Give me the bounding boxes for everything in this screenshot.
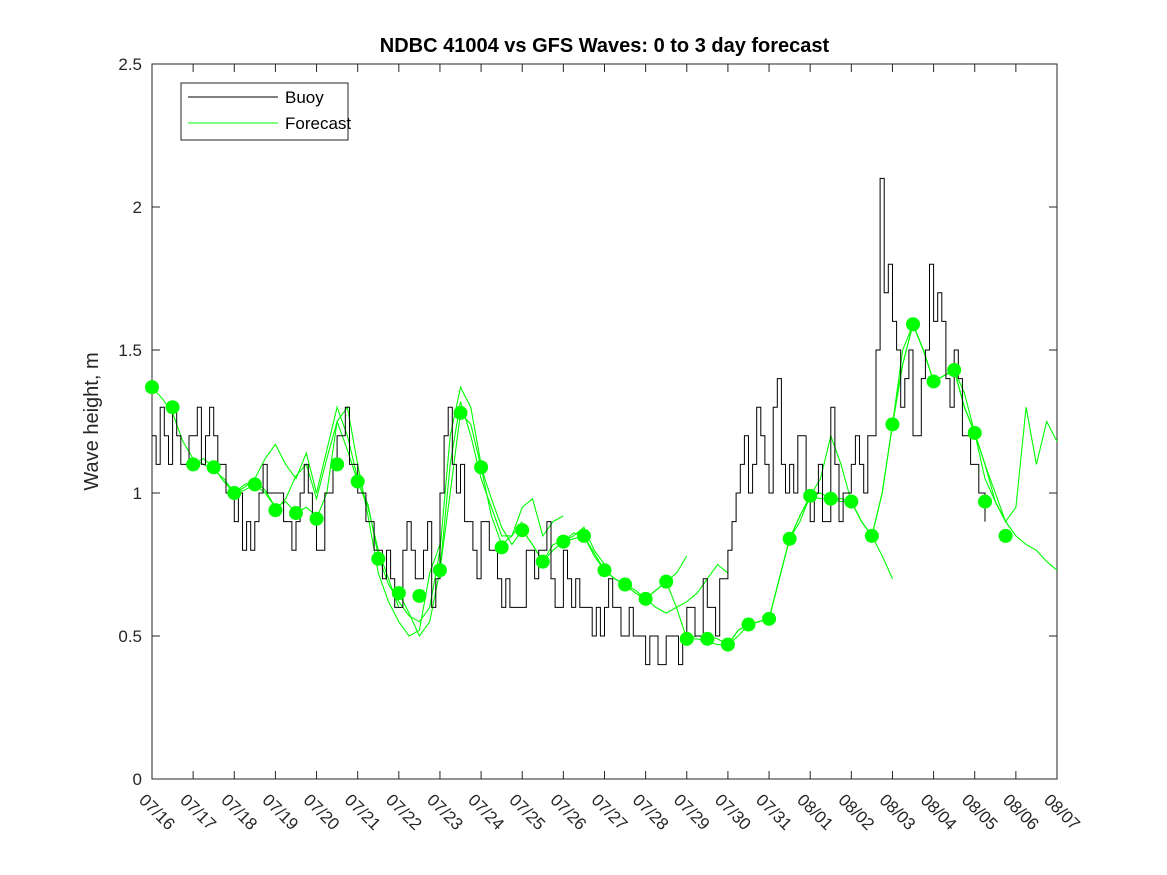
- buoy-series: [152, 177, 986, 666]
- x-tick-label: 07/22: [382, 790, 426, 834]
- forecast-point: [515, 523, 530, 538]
- forecast-point: [330, 457, 345, 472]
- x-tick-label: 07/21: [341, 790, 385, 834]
- x-tick-label: 07/24: [464, 790, 508, 834]
- forecast-series: [151, 322, 1058, 646]
- x-tick-label: 08/05: [958, 790, 1002, 834]
- x-tick-label: 07/17: [176, 790, 220, 834]
- forecast-point: [906, 317, 921, 332]
- forecast-point: [350, 474, 365, 489]
- forecast-point: [803, 488, 818, 503]
- forecast-point: [926, 374, 941, 389]
- x-tick-label: 08/04: [917, 790, 961, 834]
- forecast-point: [885, 417, 900, 432]
- forecast-point: [864, 528, 879, 543]
- x-tick-label: 07/26: [547, 790, 591, 834]
- y-axis-ticks: 0 0.5 1 1.5 2 2.5: [118, 55, 1057, 789]
- forecast-markers: [145, 317, 1013, 652]
- forecast-run-line: [933, 369, 1058, 571]
- forecast-run-line: [315, 405, 441, 637]
- x-tick-label: 07/28: [629, 790, 673, 834]
- forecast-point: [432, 563, 447, 578]
- forecast-point: [535, 554, 550, 569]
- forecast-point: [227, 486, 242, 500]
- forecast-point: [206, 460, 221, 475]
- y-tick-label: 0: [133, 770, 142, 789]
- forecast-point: [967, 425, 982, 440]
- forecast-point: [679, 631, 694, 646]
- forecast-point: [576, 528, 591, 543]
- x-tick-label: 07/30: [711, 790, 755, 834]
- x-tick-label: 07/23: [423, 790, 467, 834]
- forecast-run-line: [953, 369, 1058, 523]
- x-tick-label: 07/19: [259, 790, 303, 834]
- forecast-point: [309, 511, 324, 526]
- legend-buoy-label: Buoy: [285, 88, 324, 107]
- x-tick-label: 08/07: [1040, 790, 1084, 834]
- forecast-run-line: [398, 401, 523, 638]
- forecast-point: [720, 637, 735, 652]
- y-tick-label: 1.5: [118, 341, 142, 360]
- forecast-point: [494, 540, 509, 555]
- forecast-point: [453, 405, 468, 420]
- forecast-point: [597, 563, 612, 578]
- forecast-point: [391, 586, 406, 601]
- x-tick-label: 07/29: [670, 790, 714, 834]
- forecast-run-line: [357, 385, 482, 623]
- forecast-point: [186, 457, 201, 472]
- forecast-point: [268, 503, 283, 518]
- forecast-point: [638, 591, 653, 606]
- forecast-point: [762, 611, 777, 626]
- x-tick-label: 07/16: [135, 790, 179, 834]
- forecast-point: [978, 494, 993, 509]
- forecast-point: [741, 617, 756, 632]
- forecast-point: [998, 528, 1013, 543]
- y-axis-label: Wave height, m: [81, 352, 103, 490]
- forecast-point: [700, 631, 715, 646]
- x-tick-label: 08/02: [834, 790, 878, 834]
- x-tick-label: 08/01: [793, 790, 837, 834]
- y-tick-label: 1: [133, 484, 142, 503]
- forecast-point: [474, 460, 489, 475]
- chart-title: NDBC 41004 vs GFS Waves: 0 to 3 day fore…: [380, 35, 830, 57]
- x-tick-label: 07/25: [505, 790, 549, 834]
- forecast-point: [947, 363, 962, 378]
- forecast-point: [371, 551, 386, 566]
- buoy-line: [152, 177, 986, 666]
- x-tick-label: 07/27: [588, 790, 632, 834]
- x-tick-label: 08/06: [999, 790, 1043, 834]
- x-tick-label: 08/03: [876, 790, 920, 834]
- forecast-point: [165, 400, 180, 415]
- y-tick-label: 0.5: [118, 627, 142, 646]
- forecast-point: [844, 494, 859, 509]
- forecast-point: [782, 531, 797, 546]
- forecast-point: [288, 506, 303, 521]
- x-tick-label: 07/20: [300, 790, 344, 834]
- y-tick-label: 2.5: [118, 55, 142, 74]
- legend-forecast-label: Forecast: [285, 114, 351, 133]
- forecast-point: [145, 380, 159, 395]
- forecast-point: [247, 477, 262, 492]
- forecast-point: [823, 491, 838, 506]
- forecast-point: [556, 534, 571, 549]
- forecast-point: [618, 577, 633, 592]
- legend-box: [180, 82, 349, 141]
- x-tick-label: 07/18: [217, 790, 261, 834]
- legend: Buoy Forecast: [180, 82, 351, 141]
- x-tick-label: 07/31: [752, 790, 796, 834]
- y-tick-label: 2: [133, 198, 142, 217]
- forecast-point: [659, 574, 674, 589]
- forecast-point: [412, 588, 427, 603]
